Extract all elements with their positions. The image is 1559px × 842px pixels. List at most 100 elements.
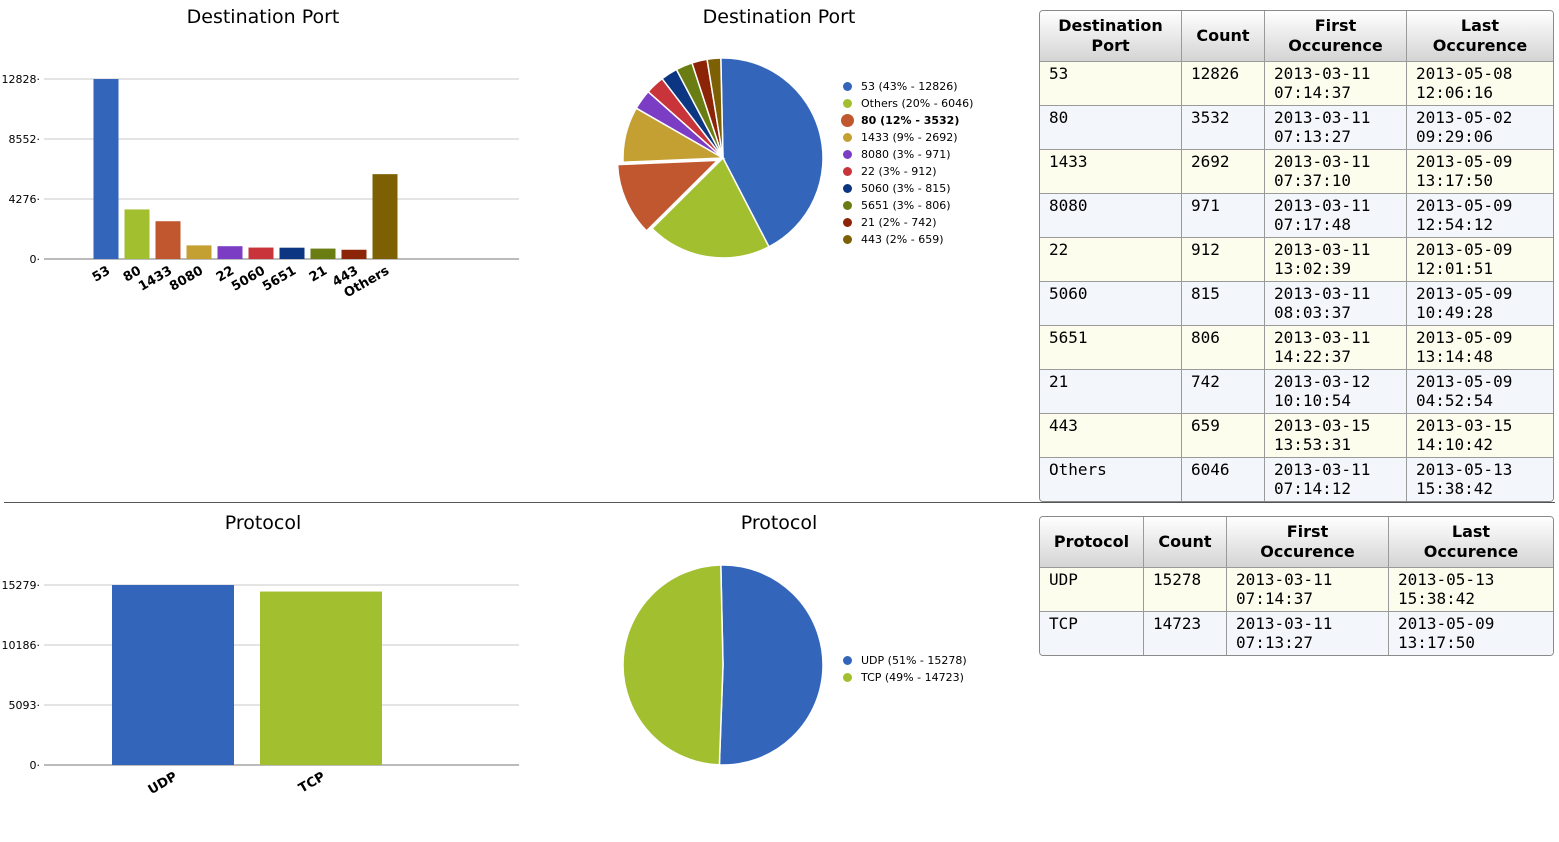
port-bar-bar xyxy=(186,245,212,259)
port-pie-slice xyxy=(720,57,824,248)
protocol-bar-y-tick-label: 10186· xyxy=(2,639,41,652)
port-table-cell: 2013-05-08 12:06:16 xyxy=(1407,62,1553,106)
protocol-bar-y-tick-label: 15279· xyxy=(2,579,41,592)
port-pie-legend-item: 443 (2% - 659) xyxy=(843,231,973,248)
port-pie-legend-swatch xyxy=(843,184,852,193)
protocol-bar-x-tick-label: TCP xyxy=(296,769,328,796)
protocol-table-column-header: Count xyxy=(1144,517,1227,568)
port-table-cell: 2013-05-09 12:54:12 xyxy=(1407,194,1553,238)
port-pie-chart-title: Destination Port xyxy=(702,6,856,28)
port-bar-bar xyxy=(93,79,119,259)
port-bar-x-tick-label: 53 xyxy=(90,263,113,285)
port-pie-slice xyxy=(616,159,720,232)
protocol-table-cell: 14723 xyxy=(1144,612,1227,655)
port-table-cell: 2013-03-11 07:17:48 xyxy=(1265,194,1407,238)
port-table-cell: 8080 xyxy=(1040,194,1182,238)
port-bar-bar xyxy=(124,209,150,259)
protocol-pie-legend-label: UDP (51% - 15278) xyxy=(861,654,967,667)
port-table-cell: 2013-05-09 13:17:50 xyxy=(1407,150,1553,194)
port-bar-bar xyxy=(279,247,305,259)
destination-port-section: Destination Port 0· 4276· 8552· 12828· 53 80 1… xyxy=(2,6,1554,502)
port-pie-legend-label: 21 (2% - 742) xyxy=(861,216,937,229)
port-pie-legend-item: 1433 (9% - 2692) xyxy=(843,129,973,146)
protocol-pie-slice xyxy=(718,564,824,766)
protocol-pie-legend: UDP (51% - 15278) TCP (49% - 14723) xyxy=(843,652,967,686)
port-pie-legend-swatch xyxy=(843,235,852,244)
port-bar-bar xyxy=(155,221,181,259)
port-pie-legend-label: 1433 (9% - 2692) xyxy=(861,131,958,144)
port-table-cell: 815 xyxy=(1182,282,1265,326)
port-pie-legend-item: 80 (12% - 3532) xyxy=(841,112,973,129)
port-table-column-header: First Occurence xyxy=(1265,11,1407,62)
port-pie-legend-label: 80 (12% - 3532) xyxy=(861,114,960,127)
port-bar-y-tick-label: 8552· xyxy=(9,133,41,146)
port-bar-bar xyxy=(248,247,274,259)
port-pie-legend-label: 8080 (3% - 971) xyxy=(861,148,951,161)
port-bar-bar xyxy=(372,174,398,259)
port-bar-x-tick-label: 1433 xyxy=(136,263,175,294)
protocol-table-row: TCP 14723 2013-03-11 07:13:27 2013-05-09 13… xyxy=(1040,612,1553,655)
port-table-row: 8080 971 2013-03-11 07:17:48 2013-05-09 12:… xyxy=(1040,194,1553,238)
port-table-cell: 659 xyxy=(1182,414,1265,458)
port-table-cell: 53 xyxy=(1040,62,1182,106)
protocol-pie-chart xyxy=(622,564,824,766)
port-pie-legend: 53 (43% - 12826) Others (20% - 6046) 80 (1… xyxy=(841,78,973,248)
protocol-pie-legend-swatch xyxy=(843,673,852,682)
protocol-table-cell: 2013-03-11 07:14:37 xyxy=(1227,568,1389,612)
section-divider xyxy=(4,502,1555,503)
port-table-cell: 2013-05-09 13:14:48 xyxy=(1407,326,1553,370)
protocol-table-cell: UDP xyxy=(1040,568,1144,612)
port-pie-legend-label: 5060 (3% - 815) xyxy=(861,182,951,195)
protocol-table-header: Protocol Count First Occurence Last Occurence xyxy=(1040,517,1553,568)
port-table-cell: 3532 xyxy=(1182,106,1265,150)
port-pie-legend-swatch xyxy=(841,114,854,127)
port-pie-slice xyxy=(706,57,724,159)
port-table-column-header: Last Occurence xyxy=(1407,11,1553,62)
protocol-pie-legend-item: UDP (51% - 15278) xyxy=(843,652,967,669)
protocol-table-column-header: Last Occurence xyxy=(1389,517,1553,568)
port-pie-legend-swatch xyxy=(843,167,852,176)
port-table-row: 5651 806 2013-03-11 14:22:37 2013-05-09 13:… xyxy=(1040,326,1553,370)
port-pie-legend-item: 5651 (3% - 806) xyxy=(843,197,973,214)
port-table-cell: 80 xyxy=(1040,106,1182,150)
port-table-cell: 2013-03-11 13:02:39 xyxy=(1265,238,1407,282)
protocol-pie-slice xyxy=(622,564,724,766)
protocol-pie-chart-title: Protocol xyxy=(740,512,818,534)
protocol-table-cell: 2013-03-11 07:13:27 xyxy=(1227,612,1389,655)
port-table-cell: 1433 xyxy=(1040,150,1182,194)
protocol-bar-bar xyxy=(260,591,382,765)
port-bar-bar xyxy=(341,249,367,259)
port-table-cell: 2013-05-02 09:29:06 xyxy=(1407,106,1553,150)
port-table-cell: 2013-03-11 07:14:12 xyxy=(1265,458,1407,501)
port-pie-chart xyxy=(616,57,824,259)
port-pie-legend-item: 5060 (3% - 815) xyxy=(843,180,973,197)
protocol-table-row: UDP 15278 2013-03-11 07:14:37 2013-05-13 15… xyxy=(1040,568,1553,612)
port-table-cell: 2013-05-09 04:52:54 xyxy=(1407,370,1553,414)
port-table-cell: 2692 xyxy=(1182,150,1265,194)
port-bar-chart-title: Destination Port xyxy=(186,6,340,28)
port-bar-x-tick-label: 21 xyxy=(307,263,330,285)
protocol-pie-legend-item: TCP (49% - 14723) xyxy=(843,669,967,686)
protocol-bar-y-tick-label: 5093· xyxy=(9,699,41,712)
port-table-cell: 5651 xyxy=(1040,326,1182,370)
port-table-cell: 2013-03-11 07:13:27 xyxy=(1265,106,1407,150)
protocol-table-cell: 2013-05-09 13:17:50 xyxy=(1389,612,1553,655)
port-pie-legend-label: 22 (3% - 912) xyxy=(861,165,937,178)
protocol-table-column-header: First Occurence xyxy=(1227,517,1389,568)
port-bar-y-tick-label: 4276· xyxy=(9,193,41,206)
port-table-cell: 2013-03-11 07:37:10 xyxy=(1265,150,1407,194)
port-table-row: 53 12826 2013-03-11 07:14:37 2013-05-08 12:… xyxy=(1040,62,1553,106)
port-table-column-header: Destination Port xyxy=(1040,11,1182,62)
port-table-cell: 2013-03-11 08:03:37 xyxy=(1265,282,1407,326)
port-pie-legend-label: 5651 (3% - 806) xyxy=(861,199,951,212)
protocol-pie-legend-label: TCP (49% - 14723) xyxy=(861,671,964,684)
port-pie-legend-swatch xyxy=(843,150,852,159)
protocol-pie-legend-swatch xyxy=(843,656,852,665)
protocol-bar-y-tick-label: 0· xyxy=(30,759,41,772)
port-table-row: 22 912 2013-03-11 13:02:39 2013-05-09 12:01… xyxy=(1040,238,1553,282)
port-table-cell: 2013-05-13 15:38:42 xyxy=(1407,458,1553,501)
protocol-bar-chart-title: Protocol xyxy=(224,512,302,534)
port-table-cell: 6046 xyxy=(1182,458,1265,501)
port-table-cell: 2013-05-09 12:01:51 xyxy=(1407,238,1553,282)
